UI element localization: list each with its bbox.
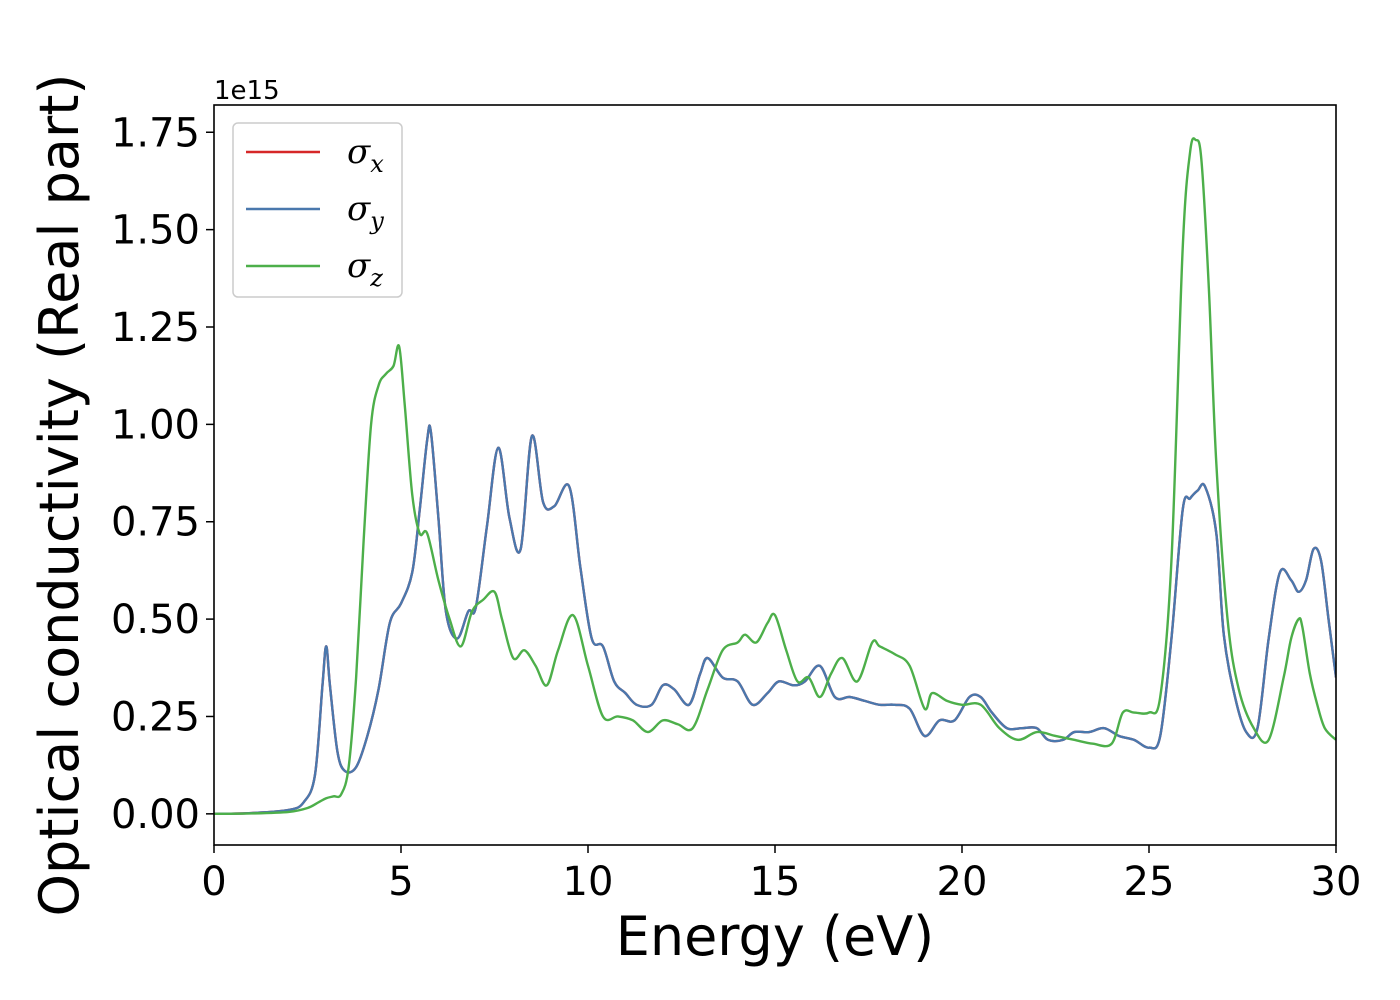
legend-label: σx bbox=[347, 132, 384, 178]
y-tick-label: 0.75 bbox=[111, 500, 200, 546]
legend-label: σy bbox=[347, 189, 384, 235]
y-offset-label: 1e15 bbox=[214, 76, 280, 106]
x-tick-label: 30 bbox=[1311, 859, 1362, 905]
x-tick-label: 10 bbox=[563, 859, 614, 905]
y-tick-label: 1.25 bbox=[111, 305, 200, 351]
y-tick-label: 0.25 bbox=[111, 694, 200, 740]
y-axis-title: Optical conductivity (Real part) bbox=[28, 74, 91, 917]
x-tick-label: 15 bbox=[750, 859, 801, 905]
x-tick-label: 5 bbox=[388, 859, 413, 905]
x-tick-label: 0 bbox=[201, 859, 226, 905]
x-tick-label: 20 bbox=[937, 859, 988, 905]
y-tick-label: 1.00 bbox=[111, 402, 200, 448]
x-tick-label: 25 bbox=[1124, 859, 1175, 905]
y-tick-label: 1.50 bbox=[111, 208, 200, 254]
legend-label: σz bbox=[347, 246, 383, 292]
x-axis-title: Energy (eV) bbox=[616, 905, 935, 968]
y-tick-label: 0.50 bbox=[111, 597, 200, 643]
series-layer bbox=[214, 137, 1336, 816]
series-line-z bbox=[214, 137, 1336, 816]
y-tick-label: 0.00 bbox=[111, 792, 200, 838]
axis-ticks: 0 5 10 15 20 25 30 0.00 0.25 0.50 0.75 1.00 1.25 1.50… bbox=[111, 110, 1362, 905]
series-line-y bbox=[214, 424, 1336, 816]
y-tick-label: 1.75 bbox=[111, 110, 200, 156]
legend: σx σy σz bbox=[232, 122, 403, 298]
